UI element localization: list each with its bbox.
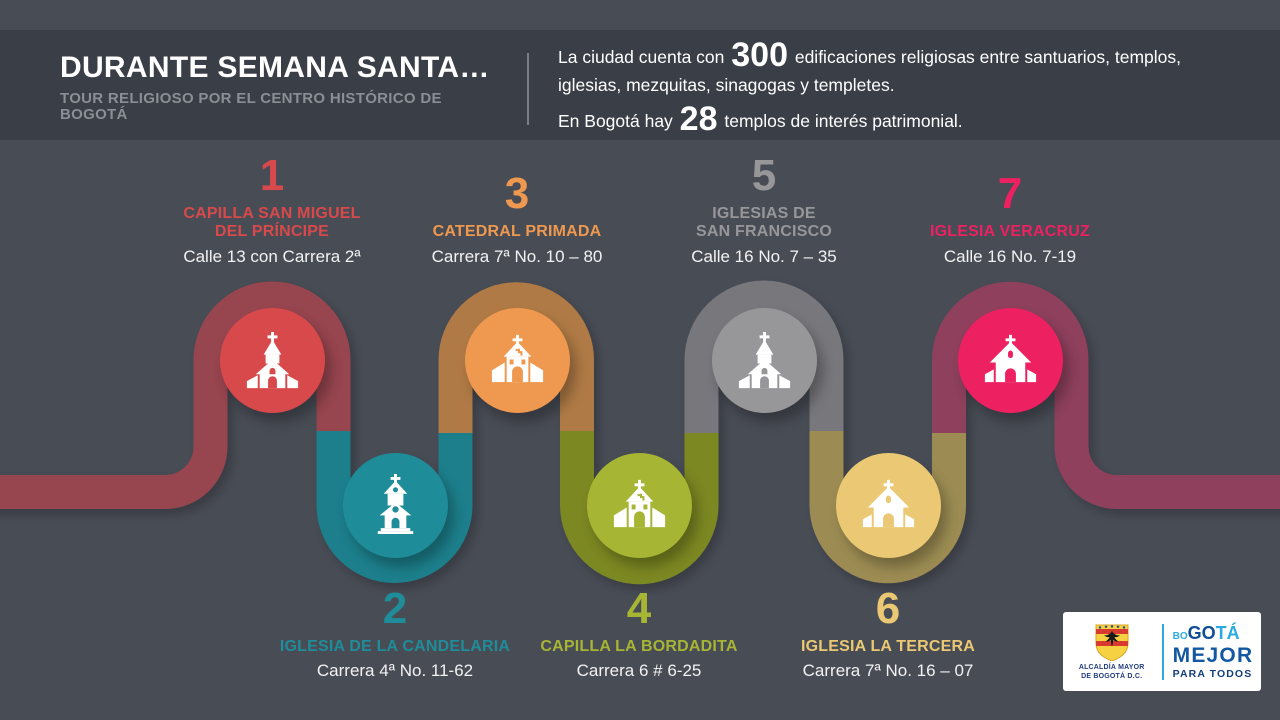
- fact2-number: 28: [679, 99, 718, 138]
- stop-2-labels: 2 IGLESIA DE LA CANDELARIA Carrera 4ª No…: [265, 587, 525, 682]
- header-divider: [527, 53, 529, 125]
- stop-address: Carrera 7ª No. 10 – 80: [431, 246, 603, 266]
- stop-7-circle: [957, 307, 1063, 413]
- fact2-text: En Bogotá hay: [558, 110, 678, 131]
- stop-4-circle: [586, 452, 692, 558]
- stop-5-circle: [711, 307, 817, 413]
- header: DURANTE SEMANA SANTA… TOUR RELIGIOSO POR…: [0, 30, 1280, 140]
- bogota-logo: ALCALDÍA MAYOR DE BOGOTÁ D.C. BOGOTÁ MEJ…: [1063, 612, 1261, 691]
- stop-number: 1: [259, 150, 285, 200]
- brand-line-bogota: BOGOTÁ: [1173, 624, 1240, 643]
- stop-1-labels: 1 CAPILLA SAN MIGUEL DEL PRÍNCIPE Calle …: [142, 150, 402, 267]
- brand-bo: BO: [1172, 630, 1188, 642]
- stop-6-labels: 6 IGLESIA LA TERCERA Carrera 7ª No. 16 –…: [758, 587, 1018, 682]
- crest-caption-line2: DE BOGOTÁ D.C.: [1081, 673, 1143, 680]
- crest-caption: ALCALDÍA MAYOR DE BOGOTÁ D.C.: [1079, 664, 1145, 682]
- fact1-number: 300: [731, 36, 788, 74]
- stop-2-circle: [342, 452, 448, 558]
- coat-of-arms-icon: [1095, 624, 1129, 662]
- stop-name: IGLESIA VERACRUZ: [930, 223, 1090, 241]
- stop-5-labels: 5 IGLESIAS DE SAN FRANCISCO Calle 16 No.…: [634, 150, 894, 267]
- page-subtitle: TOUR RELIGIOSO POR EL CENTRO HISTÓRICO D…: [60, 89, 442, 123]
- stop-name: CAPILLA SAN MIGUEL DEL PRÍNCIPE: [183, 204, 361, 241]
- stop-6-circle: [835, 452, 941, 558]
- church-steeple-icon: [733, 329, 796, 392]
- church-wide-icon: [608, 474, 671, 537]
- crest-caption-line1: ALCALDÍA MAYOR: [1078, 664, 1145, 672]
- stop-3-labels: 3 CATEDRAL PRIMADA Carrera 7ª No. 10 – 8…: [387, 172, 647, 267]
- stop-7-labels: 7 IGLESIA VERACRUZ Calle 16 No. 7-19: [880, 172, 1140, 267]
- stop-address: Carrera 7ª No. 16 – 07: [802, 661, 974, 681]
- stop-address: Calle 16 No. 7 – 35: [691, 246, 837, 266]
- fact2-text-tail: templos de interés patrimonial.: [719, 110, 963, 131]
- logo-divider: [1161, 623, 1164, 680]
- stop-number: 3: [504, 169, 530, 219]
- stop-address: Carrera 6 # 6-25: [576, 661, 702, 681]
- stop-name: CAPILLA LA BORDADITA: [540, 638, 738, 655]
- fact1-text: La ciudad cuenta con: [558, 47, 730, 67]
- brand-ta: TÁ: [1215, 622, 1240, 643]
- header-title-block: DURANTE SEMANA SANTA… TOUR RELIGIOSO POR…: [60, 52, 510, 124]
- stop-number: 4: [626, 584, 652, 633]
- stop-address: Carrera 4ª No. 11-62: [316, 661, 474, 681]
- stop-3-circle: [464, 307, 570, 413]
- fact-religious-buildings: La ciudad cuenta con 300 edificaciones r…: [558, 38, 1230, 100]
- stop-name: IGLESIA LA TERCERA: [801, 638, 975, 655]
- brand-line-mejor: MEJOR: [1172, 643, 1254, 667]
- page-title: DURANTE SEMANA SANTA…: [60, 51, 490, 84]
- church-wide-icon: [486, 329, 549, 392]
- church-chapel-icon: [857, 474, 920, 537]
- church-tower-icon: [364, 474, 427, 537]
- stop-name: CATEDRAL PRIMADA: [432, 223, 602, 241]
- stop-number: 5: [751, 150, 777, 200]
- stop-4-labels: 4 CAPILLA LA BORDADITA Carrera 6 # 6-25: [509, 587, 769, 682]
- brand-line-para-todos: PARA TODOS: [1172, 667, 1253, 680]
- stop-name: IGLESIAS DE SAN FRANCISCO: [696, 204, 832, 241]
- fact-heritage-temples: En Bogotá hay 28 templos de interés patr…: [558, 102, 1230, 136]
- stop-address: Calle 13 con Carrera 2ª: [183, 246, 361, 266]
- stop-number: 6: [875, 584, 901, 633]
- stop-name: IGLESIA DE LA CANDELARIA: [279, 638, 511, 655]
- header-facts: La ciudad cuenta con 300 edificaciones r…: [558, 38, 1230, 136]
- stop-number: 7: [997, 169, 1023, 219]
- bogota-mejor-wordmark: BOGOTÁ MEJOR PARA TODOS: [1173, 624, 1254, 680]
- alcaldia-crest: ALCALDÍA MAYOR DE BOGOTÁ D.C.: [1071, 621, 1153, 682]
- stop-address: Calle 16 No. 7-19: [943, 246, 1077, 266]
- brand-go: GO: [1187, 622, 1216, 643]
- stop-1-circle: [219, 307, 325, 413]
- church-chapel-icon: [979, 329, 1042, 392]
- church-steeple-icon: [241, 329, 304, 392]
- fact1-text-tail: edificaciones religiosas entre santuario…: [558, 47, 1182, 96]
- stop-number: 2: [382, 584, 408, 633]
